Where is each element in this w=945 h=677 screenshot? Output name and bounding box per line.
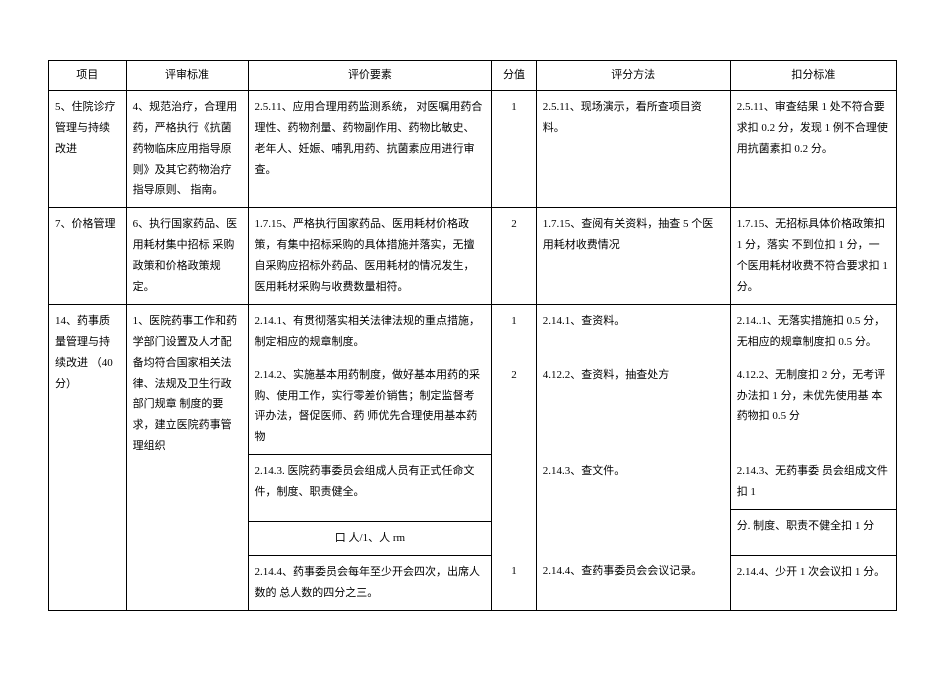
header-project: 项目 [49, 61, 127, 91]
cell-factor: 口 人/1、人 rm [248, 522, 492, 556]
cell-points [492, 509, 536, 522]
cell-criteria: 4、规范治疗，合理用药，严格执行《抗菌药物临床应用指导原则》及其它药物治疗指导原… [126, 90, 248, 207]
cell-factor: 2.5.11、应用合理用药监测系统， 对医嘱用药合理性、药物剂量、药物副作用、药… [248, 90, 492, 207]
cell-deduct: 分. 制度、职责不健全扣 1 分 [730, 509, 896, 555]
header-row: 项目 评审标准 评价要素 分值 评分方法 扣分标准 [49, 61, 897, 91]
cell-factor: 2.14.2、实施基本用药制度，做好基本用药的采购、使用工作，实行零差价销售；制… [248, 359, 492, 455]
header-criteria: 评审标准 [126, 61, 248, 91]
cell-method: 2.14.3、查文件。 [536, 455, 730, 509]
cell-points: 2 [492, 359, 536, 455]
cell-project: 5、住院诊疗管理与持续改进 [49, 90, 127, 207]
cell-factor: 2.14.4、药事委员会每年至少开会四次，出席人数的 总人数的四分之三。 [248, 555, 492, 610]
cell-method: 2.14.1、查资料。 [536, 304, 730, 358]
cell-method: 2.5.11、现场演示，看所查项目资料。 [536, 90, 730, 207]
table-row: 14、药事质量管理与持续改进 （40 分） 1、医院药事工作和药学部门设置及人才… [49, 304, 897, 358]
cell-deduct: 2.14..1、无落实措施扣 0.5 分，无相应的规章制度扣 0.5 分。 [730, 304, 896, 358]
cell-points: 2 [492, 208, 536, 305]
cell-points: 1 [492, 90, 536, 207]
cell-points [492, 522, 536, 556]
cell-deduct: 4.12.2、无制度扣 2 分，无考评办法扣 1 分，未优先使用基 本药物扣 0… [730, 359, 896, 455]
cell-criteria: 6、执行国家药品、医用耗材集中招标 采购政策和价格政策规定。 [126, 208, 248, 305]
table-row: 7、价格管理 6、执行国家药品、医用耗材集中招标 采购政策和价格政策规定。 1.… [49, 208, 897, 305]
cell-deduct: 2.14.3、无药事委 员会组成文件扣 1 [730, 455, 896, 509]
table-row: 5、住院诊疗管理与持续改进 4、规范治疗，合理用药，严格执行《抗菌药物临床应用指… [49, 90, 897, 207]
cell-project: 7、价格管理 [49, 208, 127, 305]
cell-points: 1 [492, 304, 536, 358]
cell-points [492, 455, 536, 509]
cell-deduct: 2.5.11、审查结果 1 处不符合要求扣 0.2 分，发现 1 例不合理使用抗… [730, 90, 896, 207]
header-method: 评分方法 [536, 61, 730, 91]
cell-deduct: 1.7.15、无招标具体价格政策扣 1 分，落实 不到位扣 1 分，一个医用耗材… [730, 208, 896, 305]
cell-factor: 2.14.3. 医院药事委员会组成人员有正式任命文件，制度、职责健全。 [248, 455, 492, 509]
cell-deduct: 2.14.4、少开 1 次会议扣 1 分。 [730, 555, 896, 610]
cell-points: 1 [492, 555, 536, 610]
cell-factor: 2.14.1、有贯彻落实相关法律法规的重点措施，制定相应的规章制度。 [248, 304, 492, 358]
cell-method [536, 509, 730, 522]
cell-method: 4.12.2、查资料，抽查处方 [536, 359, 730, 455]
cell-factor: 1.7.15、严格执行国家药品、医用耗材价格政策，有集中招标采购的具体措施并落实… [248, 208, 492, 305]
evaluation-table: 项目 评审标准 评价要素 分值 评分方法 扣分标准 5、住院诊疗管理与持续改进 … [48, 60, 897, 611]
cell-method: 1.7.15、查阅有关资料，抽查 5 个医用耗材收费情况 [536, 208, 730, 305]
cell-criteria: 1、医院药事工作和药学部门设置及人才配备均符合国家相关法律、法规及卫生行政部门规… [126, 304, 248, 610]
cell-project: 14、药事质量管理与持续改进 （40 分） [49, 304, 127, 610]
header-factor: 评价要素 [248, 61, 492, 91]
header-points: 分值 [492, 61, 536, 91]
cell-method [536, 522, 730, 556]
header-deduct: 扣分标准 [730, 61, 896, 91]
cell-method: 2.14.4、查药事委员会会议记录。 [536, 555, 730, 610]
cell-factor [248, 509, 492, 522]
